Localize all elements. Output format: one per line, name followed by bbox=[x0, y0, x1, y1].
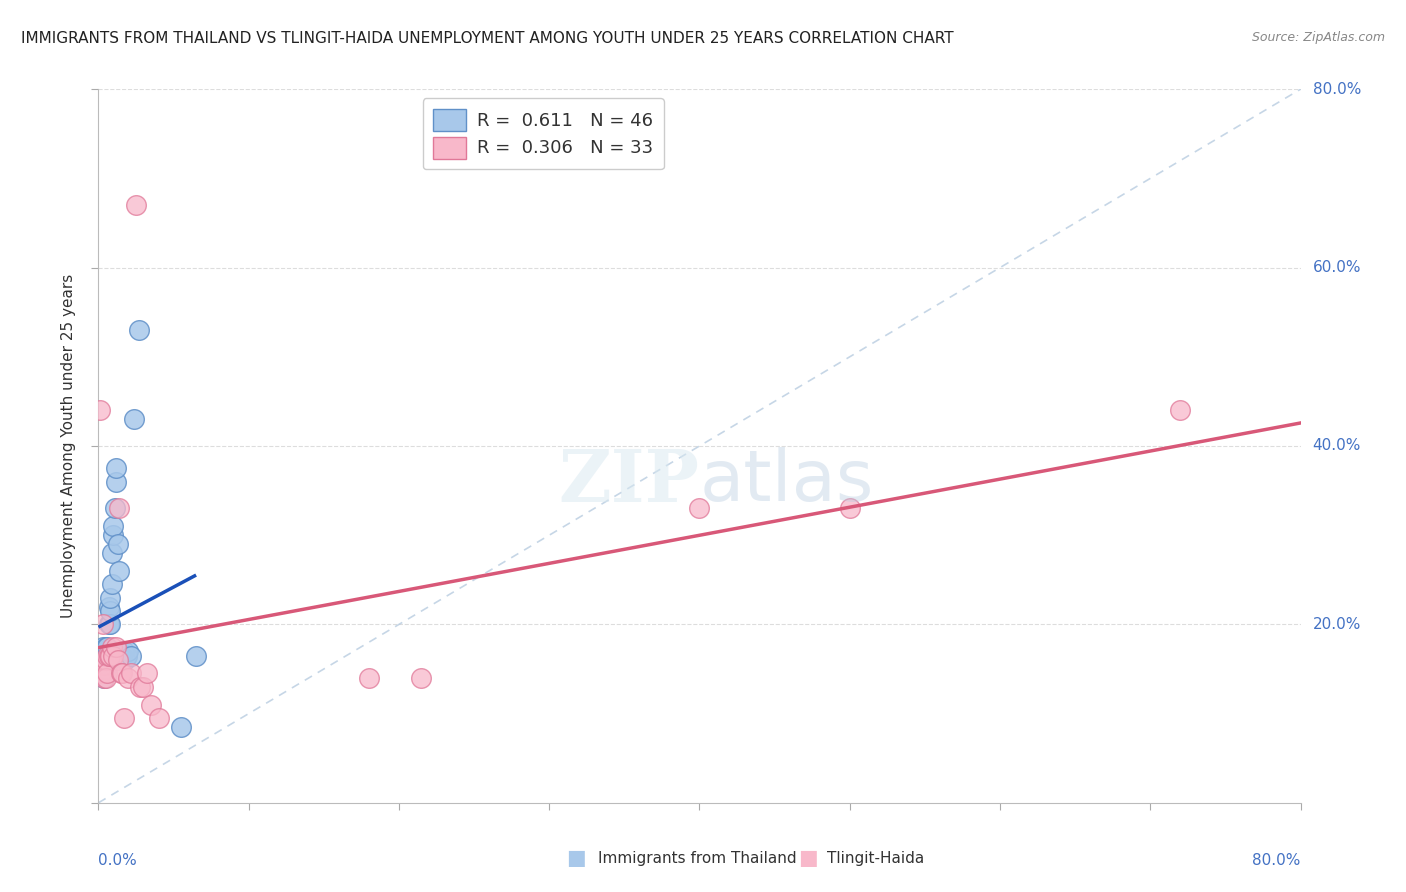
Point bbox=[139, 698, 162, 712]
Point bbox=[90, 666, 112, 681]
Point bbox=[89, 648, 111, 663]
Point bbox=[105, 461, 128, 475]
Text: IMMIGRANTS FROM THAILAND VS TLINGIT-HAIDA UNEMPLOYMENT AMONG YOUTH UNDER 25 YEAR: IMMIGRANTS FROM THAILAND VS TLINGIT-HAID… bbox=[21, 31, 953, 46]
Point bbox=[91, 666, 114, 681]
Text: Immigrants from Thailand: Immigrants from Thailand bbox=[598, 851, 796, 865]
Point bbox=[94, 662, 117, 676]
Point bbox=[105, 475, 128, 489]
Point bbox=[104, 501, 127, 516]
Point bbox=[132, 680, 155, 694]
Point bbox=[103, 528, 125, 542]
Point bbox=[91, 657, 114, 672]
Point bbox=[110, 648, 132, 663]
Point bbox=[90, 666, 112, 681]
Point bbox=[170, 720, 193, 734]
Point bbox=[112, 711, 135, 725]
Point bbox=[93, 644, 115, 658]
Point bbox=[100, 604, 122, 618]
Point bbox=[97, 648, 120, 663]
Text: 80.0%: 80.0% bbox=[1253, 853, 1301, 868]
Point bbox=[121, 648, 143, 663]
Text: 20.0%: 20.0% bbox=[1313, 617, 1361, 632]
Point bbox=[111, 666, 134, 681]
Point bbox=[89, 657, 111, 672]
Point bbox=[115, 648, 138, 663]
Point bbox=[93, 662, 115, 676]
Point bbox=[94, 640, 117, 654]
Point bbox=[90, 644, 112, 658]
Point bbox=[107, 537, 129, 551]
Point bbox=[91, 648, 114, 663]
Point bbox=[101, 546, 124, 560]
Text: atlas: atlas bbox=[699, 447, 875, 516]
Y-axis label: Unemployment Among Youth under 25 years: Unemployment Among Youth under 25 years bbox=[60, 274, 76, 618]
Point bbox=[96, 657, 118, 672]
Point bbox=[108, 564, 131, 578]
Point bbox=[111, 648, 134, 663]
Point bbox=[121, 666, 143, 681]
Point bbox=[94, 671, 117, 685]
Point bbox=[97, 617, 120, 632]
Point bbox=[97, 599, 120, 614]
Text: Tlingit-Haida: Tlingit-Haida bbox=[827, 851, 924, 865]
Legend: R =  0.611   N = 46, R =  0.306   N = 33: R = 0.611 N = 46, R = 0.306 N = 33 bbox=[423, 98, 664, 169]
Point bbox=[108, 501, 131, 516]
Text: 0.0%: 0.0% bbox=[98, 853, 138, 868]
Point bbox=[688, 501, 710, 516]
Point bbox=[91, 640, 114, 654]
Point bbox=[93, 671, 115, 685]
Point bbox=[117, 671, 139, 685]
Point bbox=[89, 666, 111, 681]
Point bbox=[96, 640, 118, 654]
Point bbox=[101, 577, 124, 591]
Point bbox=[1170, 403, 1192, 417]
Point bbox=[100, 617, 122, 632]
Text: 80.0%: 80.0% bbox=[1313, 82, 1361, 96]
Point bbox=[411, 671, 433, 685]
Point bbox=[96, 648, 118, 663]
Point bbox=[91, 666, 114, 681]
Point bbox=[90, 653, 112, 667]
Text: ■: ■ bbox=[567, 848, 586, 868]
Point bbox=[107, 653, 129, 667]
Point bbox=[129, 680, 152, 694]
Point bbox=[838, 501, 860, 516]
Point bbox=[100, 648, 122, 663]
Text: ZIP: ZIP bbox=[558, 446, 699, 517]
Point bbox=[112, 644, 135, 658]
Point bbox=[124, 412, 146, 426]
Point bbox=[91, 617, 114, 632]
Text: Source: ZipAtlas.com: Source: ZipAtlas.com bbox=[1251, 31, 1385, 45]
Point bbox=[93, 657, 115, 672]
Point bbox=[135, 666, 157, 681]
Point bbox=[89, 403, 111, 417]
Point bbox=[90, 662, 112, 676]
Point bbox=[94, 653, 117, 667]
Point bbox=[357, 671, 380, 685]
Point bbox=[148, 711, 170, 725]
Point bbox=[125, 198, 148, 212]
Point bbox=[93, 671, 115, 685]
Point bbox=[110, 666, 132, 681]
Point bbox=[117, 644, 139, 658]
Point bbox=[101, 640, 124, 654]
Point bbox=[128, 323, 150, 337]
Point bbox=[100, 591, 122, 605]
Point bbox=[103, 519, 125, 533]
Point bbox=[103, 648, 125, 663]
Text: 60.0%: 60.0% bbox=[1313, 260, 1361, 275]
Point bbox=[94, 653, 117, 667]
Point bbox=[105, 640, 128, 654]
Point bbox=[93, 653, 115, 667]
Point bbox=[184, 648, 207, 663]
Point bbox=[114, 653, 136, 667]
Point bbox=[96, 666, 118, 681]
Point bbox=[96, 648, 118, 663]
Text: 40.0%: 40.0% bbox=[1313, 439, 1361, 453]
Text: ■: ■ bbox=[799, 848, 818, 868]
